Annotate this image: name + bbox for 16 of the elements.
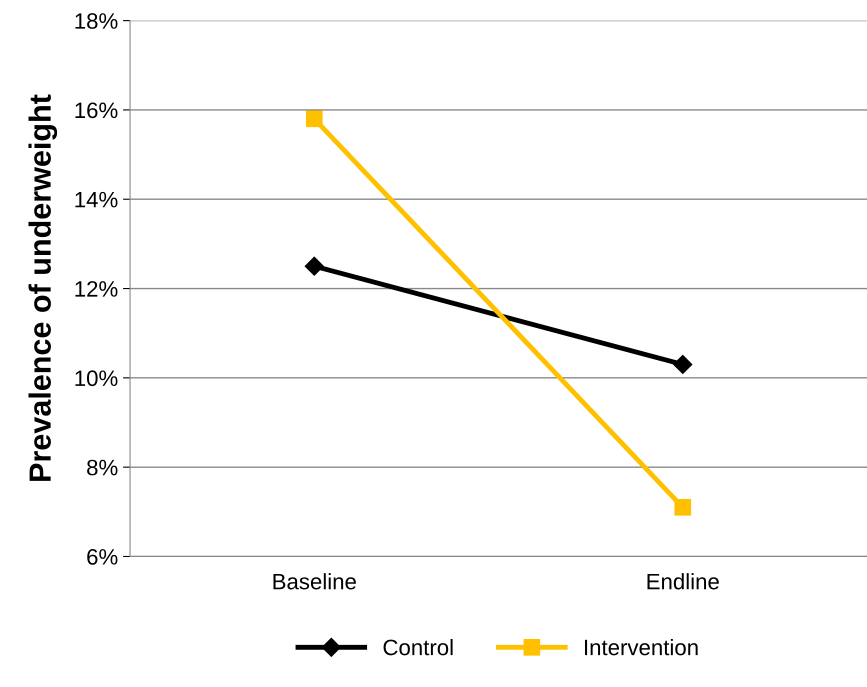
y-tick-label: 14% bbox=[75, 192, 118, 208]
y-axis-title: Prevalence of underweight bbox=[28, 94, 58, 481]
y-tick-label: 6% bbox=[87, 549, 118, 565]
point bbox=[306, 110, 323, 128]
y-tick-label: 10% bbox=[75, 370, 118, 386]
x-tick-label: Endline bbox=[648, 573, 719, 590]
y-tick-label: 8% bbox=[87, 460, 118, 476]
legend-label: Control bbox=[384, 639, 453, 656]
y-tick-label: 18% bbox=[75, 13, 118, 29]
legend-label: Intervention bbox=[585, 639, 698, 656]
point bbox=[304, 256, 324, 276]
point bbox=[673, 354, 692, 374]
y-tick-label: 16% bbox=[75, 102, 118, 118]
y-tick-label: 12% bbox=[75, 281, 118, 297]
point bbox=[674, 499, 692, 516]
x-tick-label: Baseline bbox=[273, 573, 356, 590]
